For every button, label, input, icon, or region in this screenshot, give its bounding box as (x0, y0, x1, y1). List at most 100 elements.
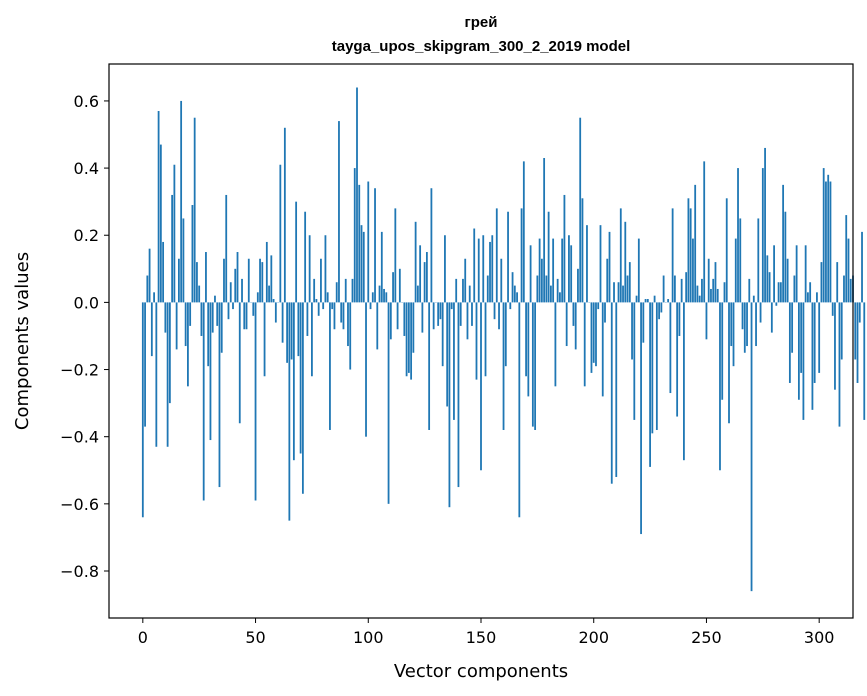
bar-component-250 (705, 302, 708, 340)
bar-component-13 (171, 194, 174, 303)
bar-component-277 (766, 255, 769, 303)
bar-component-30 (209, 302, 212, 441)
bar-component-131 (437, 302, 440, 326)
bar-component-87 (338, 121, 340, 303)
bar-component-177 (540, 258, 543, 303)
bar-component-231 (662, 275, 665, 303)
bar-component-262 (732, 302, 735, 367)
bar-component-108 (385, 292, 388, 303)
bar-component-42 (236, 252, 239, 303)
x-tick-label-100: 100 (353, 628, 384, 647)
bar-component-113 (396, 302, 399, 330)
bar-component-138 (453, 302, 455, 420)
bar-component-31 (211, 302, 214, 333)
bar-component-251 (707, 258, 710, 303)
bar-component-27 (202, 302, 205, 501)
bar-component-51 (256, 292, 259, 303)
bar-component-191 (572, 302, 575, 326)
bar-component-161 (504, 302, 507, 367)
bar-component-179 (545, 275, 548, 303)
bar-component-255 (716, 288, 719, 303)
bar-component-264 (737, 168, 739, 303)
bar-component-43 (238, 302, 241, 424)
bar-component-154 (489, 241, 491, 303)
bar-component-121 (414, 221, 417, 303)
bar-component-230 (660, 302, 663, 313)
bar-component-74 (308, 235, 311, 303)
bar-component-6 (155, 302, 158, 447)
chart-title-line-2: tayga_upos_skipgram_300_2_2019 model (332, 38, 631, 55)
bar-component-219 (635, 295, 638, 303)
bar-component-153 (486, 275, 489, 303)
bar-component-317 (856, 302, 859, 383)
bar-component-97 (360, 225, 363, 303)
bar-component-182 (552, 238, 555, 303)
bar-component-158 (498, 302, 500, 330)
bar-component-94 (353, 168, 356, 303)
bar-component-213 (622, 285, 624, 303)
bar-component-20 (187, 302, 189, 387)
bar-component-140 (457, 302, 460, 488)
y-tick-label-2: −0.4 (60, 428, 99, 447)
bar-component-33 (216, 302, 219, 326)
bar-component-300 (818, 302, 821, 373)
bar-component-228 (655, 302, 658, 430)
bar-component-217 (631, 302, 633, 360)
bar-component-208 (610, 302, 613, 484)
bar-component-77 (315, 299, 318, 303)
bar-component-159 (500, 258, 503, 303)
bar-component-235 (671, 208, 674, 303)
bar-component-152 (484, 302, 487, 377)
bar-component-150 (480, 302, 482, 471)
bar-component-281 (775, 302, 778, 306)
bar-component-313 (847, 238, 850, 303)
bar-component-65 (288, 302, 291, 521)
bar-component-45 (243, 302, 246, 330)
bar-component-76 (313, 278, 316, 303)
bar-component-96 (358, 184, 361, 303)
bar-component-83 (329, 302, 331, 430)
bar-component-279 (770, 302, 773, 333)
y-tick-label-4: 0.0 (74, 293, 99, 312)
bar-component-170 (525, 302, 527, 377)
bar-component-103 (374, 188, 376, 303)
bar-component-134 (444, 235, 446, 303)
bar-component-316 (854, 302, 857, 360)
bar-component-263 (734, 238, 737, 303)
bar-component-149 (477, 238, 480, 303)
bar-component-181 (549, 285, 552, 303)
bar-component-290 (795, 245, 798, 303)
bar-component-26 (200, 302, 203, 336)
bar-component-95 (356, 87, 358, 303)
bar-component-16 (177, 258, 180, 303)
bar-component-137 (450, 302, 453, 310)
bar-component-40 (232, 302, 234, 310)
bar-component-196 (583, 302, 586, 387)
bar-component-88 (340, 302, 343, 323)
bar-component-157 (495, 208, 498, 303)
bar-component-148 (475, 302, 478, 380)
bar-component-291 (797, 302, 800, 400)
bar-component-299 (816, 292, 818, 303)
bar-component-287 (788, 302, 791, 383)
bar-component-92 (349, 302, 352, 370)
bar-component-124 (421, 302, 424, 333)
bar-component-120 (412, 302, 415, 353)
bar-component-46 (245, 302, 248, 330)
x-tick-label-0: 0 (138, 628, 148, 647)
bar-component-99 (365, 302, 367, 437)
bars-group (141, 87, 866, 592)
bar-component-0 (141, 302, 144, 518)
bar-component-25 (198, 285, 201, 303)
bar-component-122 (416, 285, 419, 303)
bar-component-303 (825, 181, 827, 303)
bar-component-210 (615, 302, 618, 477)
bar-component-160 (502, 302, 505, 430)
bar-component-68 (295, 201, 298, 303)
bar-component-73 (306, 302, 309, 336)
bar-component-8 (159, 144, 162, 303)
bar-component-238 (678, 302, 681, 336)
bar-component-57 (270, 255, 273, 303)
y-tick-label-0: −0.8 (60, 562, 99, 581)
bar-component-269 (748, 278, 751, 303)
